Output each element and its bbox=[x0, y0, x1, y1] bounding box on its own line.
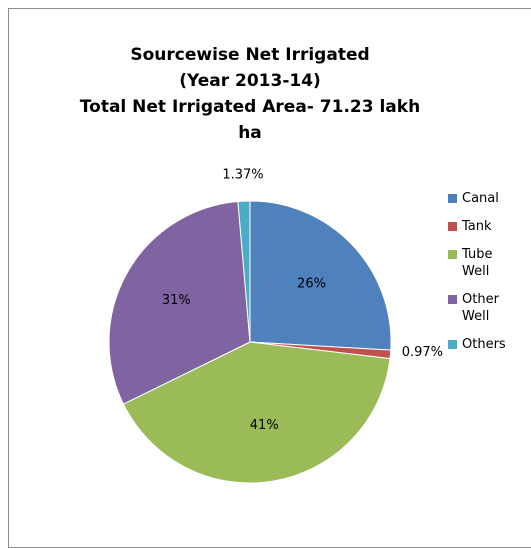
legend-swatch bbox=[448, 222, 457, 231]
legend-item: Tube Well bbox=[447, 246, 522, 280]
data-label: 31% bbox=[162, 293, 191, 308]
pie-slice bbox=[237, 200, 251, 343]
pie-slice bbox=[108, 200, 251, 405]
legend-label: Other Well bbox=[462, 292, 499, 324]
legend-label: Tube Well bbox=[462, 247, 493, 279]
legend-item: Canal bbox=[447, 190, 522, 207]
pie-slice bbox=[249, 200, 392, 351]
chart-subtitle: Total Net Irrigated Area- 71.23 lakh ha bbox=[79, 97, 421, 143]
legend-swatch bbox=[448, 340, 457, 349]
legend-label: Canal bbox=[462, 191, 499, 206]
legend-item: Other Well bbox=[447, 291, 522, 325]
legend-swatch bbox=[448, 250, 457, 259]
data-label: 26% bbox=[297, 276, 326, 291]
legend-item: Tank bbox=[447, 218, 522, 235]
chart-title: Sourcewise Net Irrigated (Year 2013-14) bbox=[130, 45, 370, 91]
pie-slice bbox=[122, 341, 391, 484]
data-label: 41% bbox=[250, 418, 279, 433]
legend-swatch bbox=[448, 194, 457, 203]
chart: 26% 0.97% 41% 31% 1.37% bbox=[108, 168, 443, 484]
data-label: 1.37% bbox=[222, 168, 263, 183]
legend-item: Others bbox=[447, 336, 522, 353]
legend-swatch bbox=[448, 295, 457, 304]
legend-label: Others bbox=[462, 337, 506, 352]
page: {"chart_data": {"type": "pie", "title": … bbox=[8, 8, 531, 548]
data-label: 0.97% bbox=[402, 345, 443, 360]
legend-label: Tank bbox=[462, 219, 492, 234]
legend: Canal Tank Tube Well Other Well Others bbox=[447, 190, 531, 364]
